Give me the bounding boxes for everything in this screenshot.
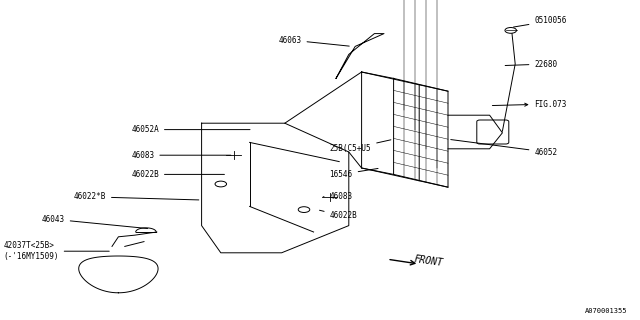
Text: 46052: 46052	[451, 140, 557, 156]
Text: FIG.073: FIG.073	[492, 100, 567, 108]
Text: A070001355: A070001355	[585, 308, 627, 314]
Text: 46043: 46043	[42, 215, 148, 228]
Text: FRONT: FRONT	[413, 254, 444, 268]
Text: 46022B: 46022B	[131, 170, 225, 179]
Text: 16546: 16546	[330, 168, 378, 179]
Text: 46022B: 46022B	[319, 210, 357, 220]
Text: 25B(C5+U5: 25B(C5+U5	[330, 140, 391, 153]
Text: 22680: 22680	[505, 60, 557, 68]
Text: 46022*B: 46022*B	[74, 192, 199, 201]
Text: 46083: 46083	[131, 151, 231, 160]
Text: 46063: 46063	[278, 36, 349, 46]
Text: 46052A: 46052A	[131, 125, 250, 134]
Text: 46083: 46083	[323, 192, 353, 201]
Text: 42037T<25B>
(-'16MY1509): 42037T<25B> (-'16MY1509)	[3, 242, 109, 261]
Text: 0510056: 0510056	[513, 16, 567, 27]
